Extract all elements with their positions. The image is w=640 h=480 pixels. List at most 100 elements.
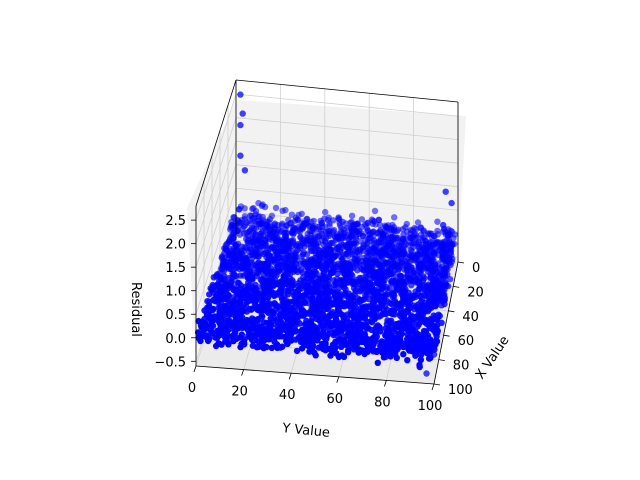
scatter-point <box>363 341 371 348</box>
scatter-point <box>313 244 320 251</box>
scatter-point <box>319 263 327 270</box>
scatter-point <box>211 313 218 320</box>
scatter-point <box>308 278 315 285</box>
scatter-point <box>245 282 252 289</box>
scatter-point <box>224 262 231 270</box>
scatter-point <box>412 328 419 335</box>
scatter-point <box>321 306 328 313</box>
scatter-point <box>386 285 393 292</box>
scatter-point <box>369 217 377 224</box>
scatter-point <box>221 284 228 292</box>
pane-edge <box>195 79 237 207</box>
scatter-point <box>397 255 405 262</box>
scatter-point <box>413 278 420 285</box>
scatter-point <box>424 265 431 272</box>
scatter-point <box>329 341 337 348</box>
scatter-point <box>362 221 369 228</box>
z-tick-label: 2.0 <box>165 238 186 253</box>
scatter-point <box>435 291 442 299</box>
scatter-point <box>391 263 398 270</box>
scatter-point <box>274 264 281 271</box>
scatter-point <box>303 342 311 349</box>
scatter-point <box>265 307 272 314</box>
scatter-point <box>375 313 383 320</box>
scatter-point <box>427 337 434 344</box>
scatter-point <box>404 338 411 345</box>
scatter-point <box>283 333 291 340</box>
scatter-point <box>303 275 310 282</box>
scatter-point <box>234 290 241 297</box>
scatter-point <box>308 247 316 255</box>
scatter-point <box>215 304 222 311</box>
x-tick <box>433 383 441 386</box>
scatter-point <box>393 228 401 235</box>
scatter-point <box>348 212 356 219</box>
scatter-point <box>340 353 348 361</box>
scatter-points <box>194 91 459 377</box>
z-tick-label: −0.5 <box>154 355 186 370</box>
scatter-point <box>306 319 313 327</box>
scatter-point-outlier <box>441 225 448 233</box>
pane-edge <box>235 79 459 103</box>
scatter-point <box>371 207 379 215</box>
scatter-point <box>345 347 352 354</box>
scatter-point <box>328 310 335 318</box>
scatter-point <box>358 331 366 339</box>
scatter-point <box>279 247 286 255</box>
scatter-point <box>235 279 242 287</box>
x-tick-label: 100 <box>448 383 473 398</box>
scatter-point <box>277 312 284 320</box>
scatter-point <box>310 217 317 225</box>
scatter-point <box>229 311 236 318</box>
scatter-point <box>408 348 416 355</box>
scatter-point <box>260 337 267 345</box>
scatter-point <box>301 291 308 298</box>
scatter-point <box>254 270 261 277</box>
scatter-point <box>443 264 450 271</box>
scatter-point <box>291 303 298 311</box>
scatter-point <box>243 235 250 243</box>
scatter-point <box>409 337 417 344</box>
scatter-point <box>216 332 223 339</box>
scatter-point <box>249 320 256 327</box>
scatter-point <box>400 351 407 358</box>
scatter-point <box>299 337 306 345</box>
scatter-point <box>299 239 306 246</box>
scatter-point <box>287 322 294 329</box>
scatter-point <box>216 270 223 277</box>
scatter-point <box>372 331 379 338</box>
scatter-point <box>434 218 441 225</box>
scatter-point <box>396 238 404 246</box>
scatter-point <box>385 267 392 274</box>
scatter-point <box>439 243 446 250</box>
scatter-point <box>292 321 299 329</box>
scatter-point <box>237 315 244 322</box>
scatter-point <box>327 322 334 329</box>
scatter-point <box>425 350 432 357</box>
grid-line-back-z <box>235 140 459 164</box>
scatter-point <box>358 216 366 223</box>
scatter-point <box>312 352 319 359</box>
scatter-point <box>394 334 402 342</box>
scatter-point <box>420 335 427 342</box>
scatter-point <box>220 307 228 315</box>
scatter-point <box>240 272 247 279</box>
scatter-point <box>302 326 310 334</box>
scatter-point <box>435 311 442 318</box>
grid-line-left-z <box>195 117 237 244</box>
scatter-point <box>206 298 213 306</box>
scatter-point <box>310 257 317 264</box>
scatter-point <box>278 325 285 332</box>
scatter-point <box>373 348 380 355</box>
scatter-point <box>317 227 325 235</box>
scatter-point-outlier <box>382 353 389 361</box>
scatter-point <box>262 249 270 256</box>
scatter-point <box>244 263 251 271</box>
scatter-point <box>388 246 395 253</box>
scatter-point <box>239 226 246 233</box>
scatter-point <box>319 314 326 321</box>
scatter-point <box>354 228 361 235</box>
scatter-point <box>336 216 343 223</box>
scatter-point <box>375 239 383 246</box>
scatter-point <box>267 315 274 322</box>
